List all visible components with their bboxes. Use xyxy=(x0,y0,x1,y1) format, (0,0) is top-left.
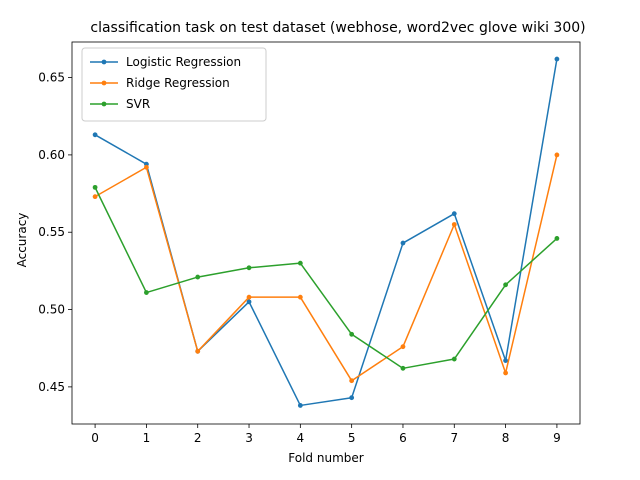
y-tick-label: 0.55 xyxy=(38,225,65,239)
data-point xyxy=(503,358,508,363)
legend-item: Logistic Regression xyxy=(90,55,241,69)
series-svr xyxy=(92,184,560,371)
data-point xyxy=(400,240,406,246)
y-tick-label: 0.60 xyxy=(38,148,65,162)
data-point xyxy=(195,348,201,354)
data-point xyxy=(144,164,149,170)
legend-box xyxy=(81,47,267,122)
legend-item: Ridge Regression xyxy=(90,76,230,90)
data-point xyxy=(92,184,98,190)
legend-label: SVR xyxy=(126,97,150,111)
data-point xyxy=(246,265,252,271)
legend-marker xyxy=(101,101,107,107)
data-point xyxy=(297,294,303,300)
y-axis-label: Accuracy xyxy=(15,213,29,268)
data-point xyxy=(400,365,406,371)
legend-marker xyxy=(101,80,107,86)
data-point xyxy=(246,294,252,300)
data-point xyxy=(451,211,457,217)
x-tick-label: 5 xyxy=(348,431,356,445)
x-tick-label: 9 xyxy=(553,431,561,445)
x-tick-label: 0 xyxy=(91,431,99,445)
data-point xyxy=(554,236,560,241)
plot-area xyxy=(71,41,581,425)
data-point xyxy=(503,282,508,288)
y-tick-label: 0.50 xyxy=(38,303,65,317)
data-point xyxy=(144,290,149,295)
x-axis: 0 1 2 3 4 5 6 7 8 9 xyxy=(91,424,561,445)
y-tick-label: 0.65 xyxy=(38,71,65,85)
y-axis: 0.45 0.50 0.55 0.60 0.65 xyxy=(38,71,72,394)
x-tick-label: 3 xyxy=(245,431,253,445)
data-point xyxy=(349,395,355,401)
legend-item: SVR xyxy=(90,97,150,111)
x-tick-label: 4 xyxy=(297,431,305,445)
x-axis-label: Fold number xyxy=(288,451,363,465)
x-tick-label: 1 xyxy=(143,431,151,445)
legend-marker xyxy=(101,59,107,65)
series-ridge-regression xyxy=(92,152,560,384)
legend-label: Logistic Regression xyxy=(126,55,241,69)
data-point xyxy=(297,260,303,266)
data-point xyxy=(554,56,560,62)
data-point xyxy=(451,222,457,227)
data-point xyxy=(92,194,98,200)
data-point xyxy=(246,299,252,305)
data-point xyxy=(451,356,457,362)
data-point xyxy=(92,132,98,138)
legend: Logistic Regression Ridge Regression SVR xyxy=(81,47,267,122)
data-point xyxy=(349,378,355,384)
x-tick-label: 2 xyxy=(194,431,202,445)
series-line xyxy=(94,187,558,370)
data-point xyxy=(349,331,355,337)
y-tick-label: 0.45 xyxy=(38,380,65,394)
data-point xyxy=(400,344,406,350)
data-point xyxy=(297,403,303,408)
series-layer xyxy=(92,56,560,408)
data-point xyxy=(195,274,201,280)
data-point xyxy=(503,370,508,376)
x-tick-label: 7 xyxy=(450,431,458,445)
x-tick-label: 6 xyxy=(399,431,407,445)
plot-frame xyxy=(71,41,581,425)
x-tick-label: 8 xyxy=(502,431,510,445)
legend-label: Ridge Regression xyxy=(126,76,230,90)
data-point xyxy=(554,152,560,158)
chart-title: classification task on test dataset (web… xyxy=(90,20,585,36)
series-line xyxy=(94,154,558,382)
